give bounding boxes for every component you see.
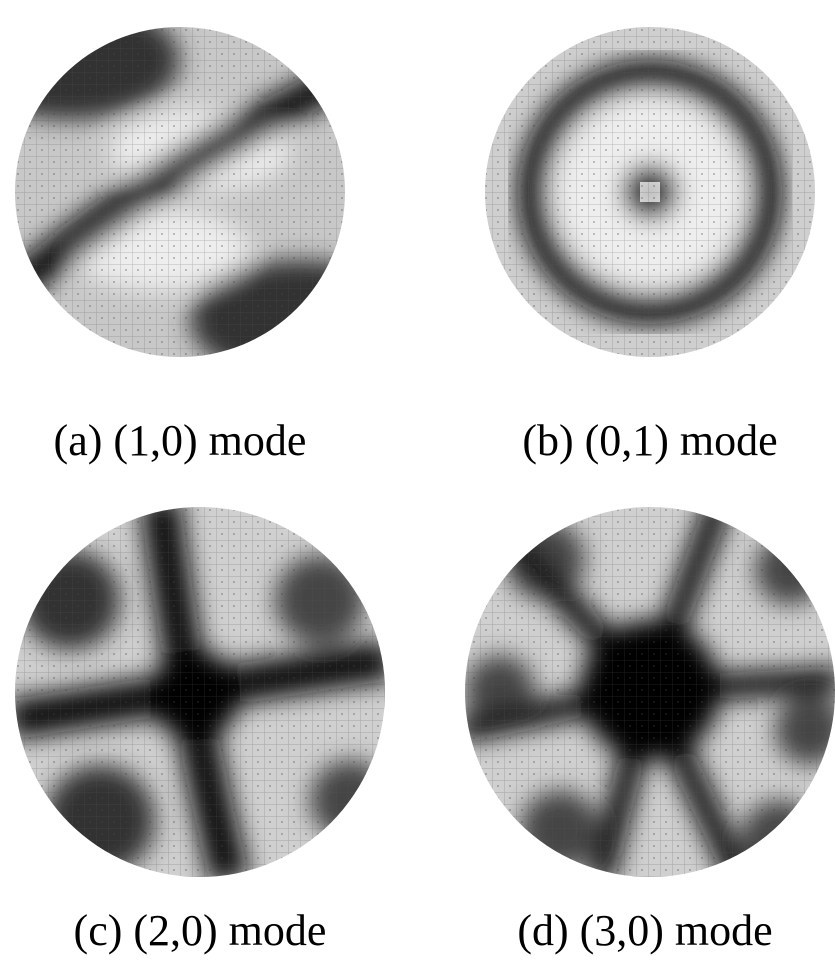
caption: (d) (3,0) mode [517, 906, 772, 955]
caption: (a) (1,0) mode [54, 416, 307, 465]
caption: (b) (0,1) mode [522, 416, 777, 465]
mode-a [15, 27, 345, 357]
mode-d [465, 507, 835, 877]
mode-b [485, 27, 815, 357]
caption: (c) (2,0) mode [74, 906, 327, 955]
mode-c [15, 507, 385, 877]
